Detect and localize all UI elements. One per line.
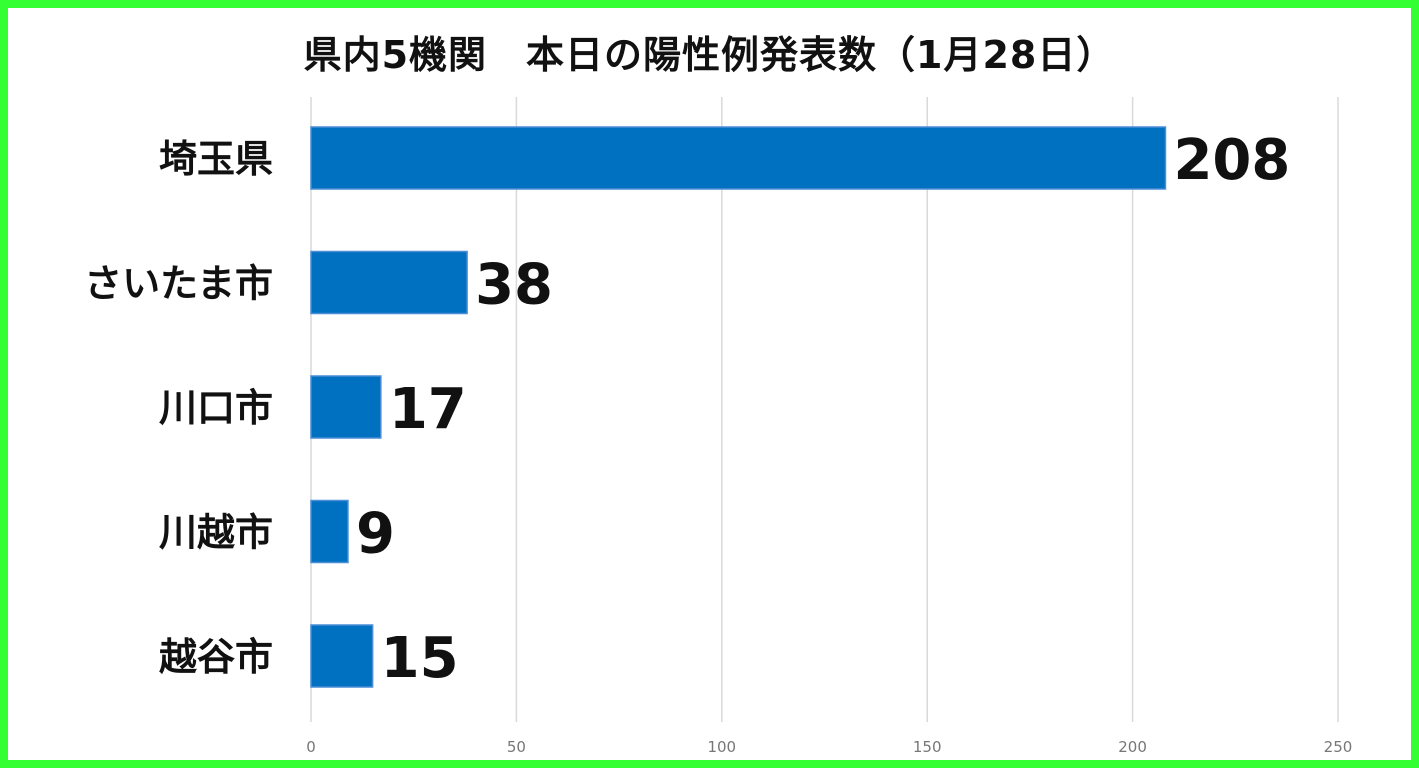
x-tick-label: 200 [1118,738,1147,756]
category-label: 埼玉県 [159,137,273,181]
data-label: 9 [356,502,395,567]
bar [310,250,468,315]
bar [310,126,1167,190]
data-label: 38 [475,253,553,318]
gridlines [310,97,1339,722]
bar [310,499,349,564]
chart-title: 県内5機関 本日の陽性例発表数（1月28日） [303,33,1116,77]
labels: 0 50 100 150 200 250 埼玉県 208 さいたま市 38 川口市 17 川越市 9 越谷市… [84,128,1352,756]
data-label: 17 [389,377,467,442]
category-label: 川口市 [159,386,273,430]
category-label: 越谷市 [159,635,273,679]
x-tick-label: 0 [306,738,316,756]
data-label: 15 [381,626,459,691]
x-tick-label: 100 [707,738,736,756]
x-tick-label: 50 [507,738,526,756]
category-label: 川越市 [159,511,273,555]
x-tick-label: 250 [1324,738,1353,756]
x-tick-label: 150 [913,738,942,756]
bar [310,375,382,439]
bars [310,126,1167,688]
bar [310,624,374,688]
data-label: 208 [1173,128,1290,193]
category-label: さいたま市 [84,262,273,306]
